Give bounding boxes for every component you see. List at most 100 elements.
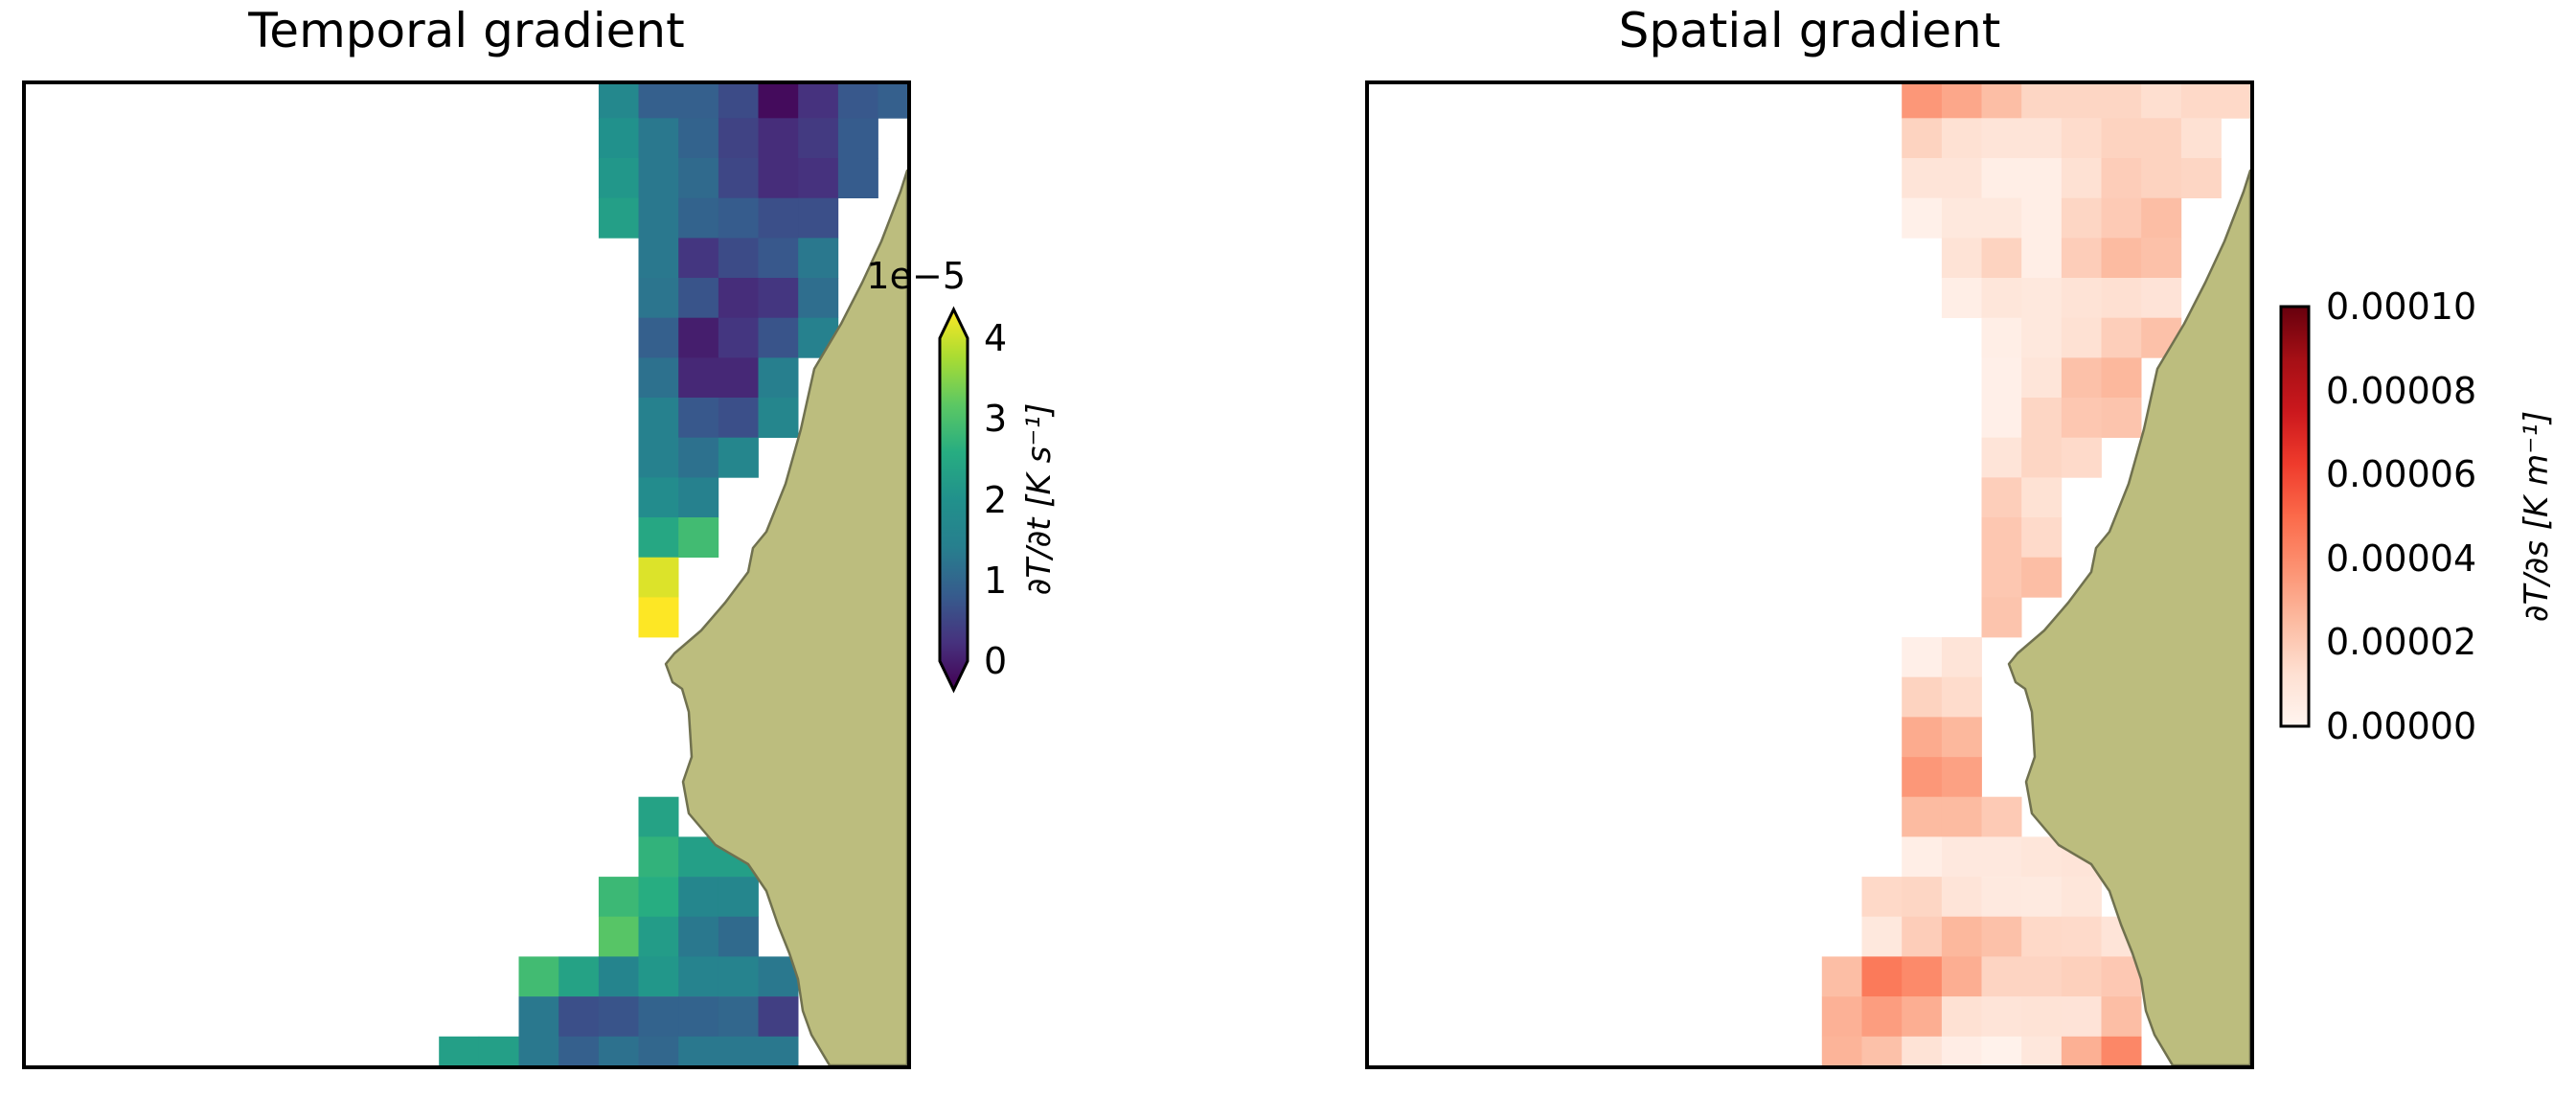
heatmap-cell xyxy=(518,1036,559,1065)
heatmap-cell xyxy=(718,398,759,438)
heatmap-cell xyxy=(718,1036,759,1065)
heatmap-cell xyxy=(638,557,679,598)
heatmap-cell xyxy=(1902,637,1943,678)
heatmap-cell xyxy=(2021,877,2063,918)
heatmap-cell xyxy=(1981,278,2022,318)
heatmap-cell xyxy=(2141,84,2182,119)
heatmap-cell xyxy=(758,1036,799,1065)
heatmap-cell xyxy=(1981,357,2022,399)
heatmap-cell xyxy=(518,956,559,997)
colorbar-tick-label: 1 xyxy=(984,559,1008,602)
heatmap-cell xyxy=(638,956,679,997)
temporal-gradient-map-axes xyxy=(22,80,911,1069)
heatmap-cell xyxy=(638,477,679,518)
heatmap-cell xyxy=(638,317,679,358)
heatmap-cell xyxy=(638,517,679,558)
heatmap-cell xyxy=(2021,118,2063,159)
heatmap-cell xyxy=(758,158,799,198)
heatmap-cell xyxy=(2021,517,2063,558)
heatmap-cell xyxy=(2101,158,2142,198)
heatmap-cell xyxy=(758,118,799,159)
heatmap-cell xyxy=(798,158,839,198)
heatmap-cell xyxy=(678,916,719,957)
heatmap-cell xyxy=(598,158,639,198)
heatmap-cell xyxy=(638,1036,679,1065)
heatmap-cell xyxy=(1941,717,1982,758)
heatmap-cell xyxy=(1981,517,2022,558)
colorbar-tick-label: 0.00004 xyxy=(2326,537,2477,580)
heatmap-cell xyxy=(559,956,600,997)
heatmap-cell xyxy=(1902,118,1943,159)
heatmap-cell xyxy=(638,84,679,119)
heatmap-cell xyxy=(837,84,878,119)
heatmap-cell xyxy=(1941,1036,1982,1065)
spatial-panel-title: Spatial gradient xyxy=(1618,3,2001,58)
land-polygon xyxy=(2007,169,2250,1065)
heatmap-cell xyxy=(758,357,799,399)
heatmap-cell xyxy=(2061,278,2102,318)
heatmap-cell xyxy=(1981,877,2022,918)
heatmap-cell xyxy=(2061,1036,2102,1065)
heatmap-cell xyxy=(798,84,839,119)
heatmap-cell xyxy=(2061,916,2102,957)
heatmap-cell xyxy=(718,158,759,198)
heatmap-cell xyxy=(1981,477,2022,518)
heatmap-cell xyxy=(638,118,679,159)
heatmap-cell xyxy=(2021,557,2063,598)
heatmap-cell xyxy=(678,956,719,997)
heatmap-cell xyxy=(1821,956,1862,997)
heatmap-cell xyxy=(598,197,639,239)
heatmap-cell xyxy=(1821,996,1862,1038)
heatmap-cell xyxy=(1941,836,1982,878)
colorbar-tick-label: 2 xyxy=(984,478,1008,521)
heatmap-cell xyxy=(2061,877,2102,918)
heatmap-cell xyxy=(1861,877,1903,918)
heatmap-cell xyxy=(2061,238,2102,279)
heatmap-cell xyxy=(1941,84,1982,119)
heatmap-cell xyxy=(678,357,719,399)
heatmap-cell xyxy=(2221,84,2250,119)
heatmap-cell xyxy=(718,956,759,997)
heatmap-cell xyxy=(2021,956,2063,997)
heatmap-cell xyxy=(1861,996,1903,1038)
spatial-colorbar-axis-label: ∂T/∂s [K m⁻¹] xyxy=(2518,410,2556,623)
heatmap-cell xyxy=(1981,84,2022,119)
heatmap-cell xyxy=(1981,597,2022,638)
spatial-colorbar xyxy=(2279,305,2311,728)
heatmap-cell xyxy=(2101,118,2142,159)
heatmap-cell xyxy=(678,477,719,518)
land-polygon xyxy=(664,169,907,1065)
heatmap-cell xyxy=(678,877,719,918)
heatmap-cell xyxy=(678,398,719,438)
heatmap-cell xyxy=(2021,437,2063,478)
heatmap-cell xyxy=(1902,158,1943,198)
heatmap-cell xyxy=(598,916,639,957)
heatmap-cell xyxy=(718,357,759,399)
heatmap-cell xyxy=(1941,877,1982,918)
heatmap-cell xyxy=(1941,158,1982,198)
heatmap-cell xyxy=(2021,84,2063,119)
heatmap-cell xyxy=(758,317,799,358)
heatmap-cell xyxy=(837,118,878,159)
heatmap-cell xyxy=(2021,158,2063,198)
heatmap-cell xyxy=(718,996,759,1038)
heatmap-cell xyxy=(718,437,759,478)
heatmap-cell xyxy=(638,437,679,478)
heatmap-cell xyxy=(1981,437,2022,478)
heatmap-cell xyxy=(798,278,839,318)
heatmap-cell xyxy=(1941,996,1982,1038)
heatmap-cell xyxy=(2061,398,2102,438)
heatmap-cell xyxy=(878,84,907,119)
heatmap-cell xyxy=(2101,1036,2142,1065)
heatmap-cell xyxy=(718,238,759,279)
heatmap-cell xyxy=(1861,1036,1903,1065)
heatmap-cell xyxy=(2101,357,2142,399)
heatmap-cell xyxy=(2021,357,2063,399)
spatial-gradient-map-axes xyxy=(1365,80,2254,1069)
heatmap-cell xyxy=(638,238,679,279)
colorbar-tick-label: 0.00006 xyxy=(2326,453,2477,496)
heatmap-cell xyxy=(2180,158,2222,198)
heatmap-cell xyxy=(638,836,679,878)
heatmap-cell xyxy=(1981,398,2022,438)
heatmap-cell xyxy=(638,916,679,957)
